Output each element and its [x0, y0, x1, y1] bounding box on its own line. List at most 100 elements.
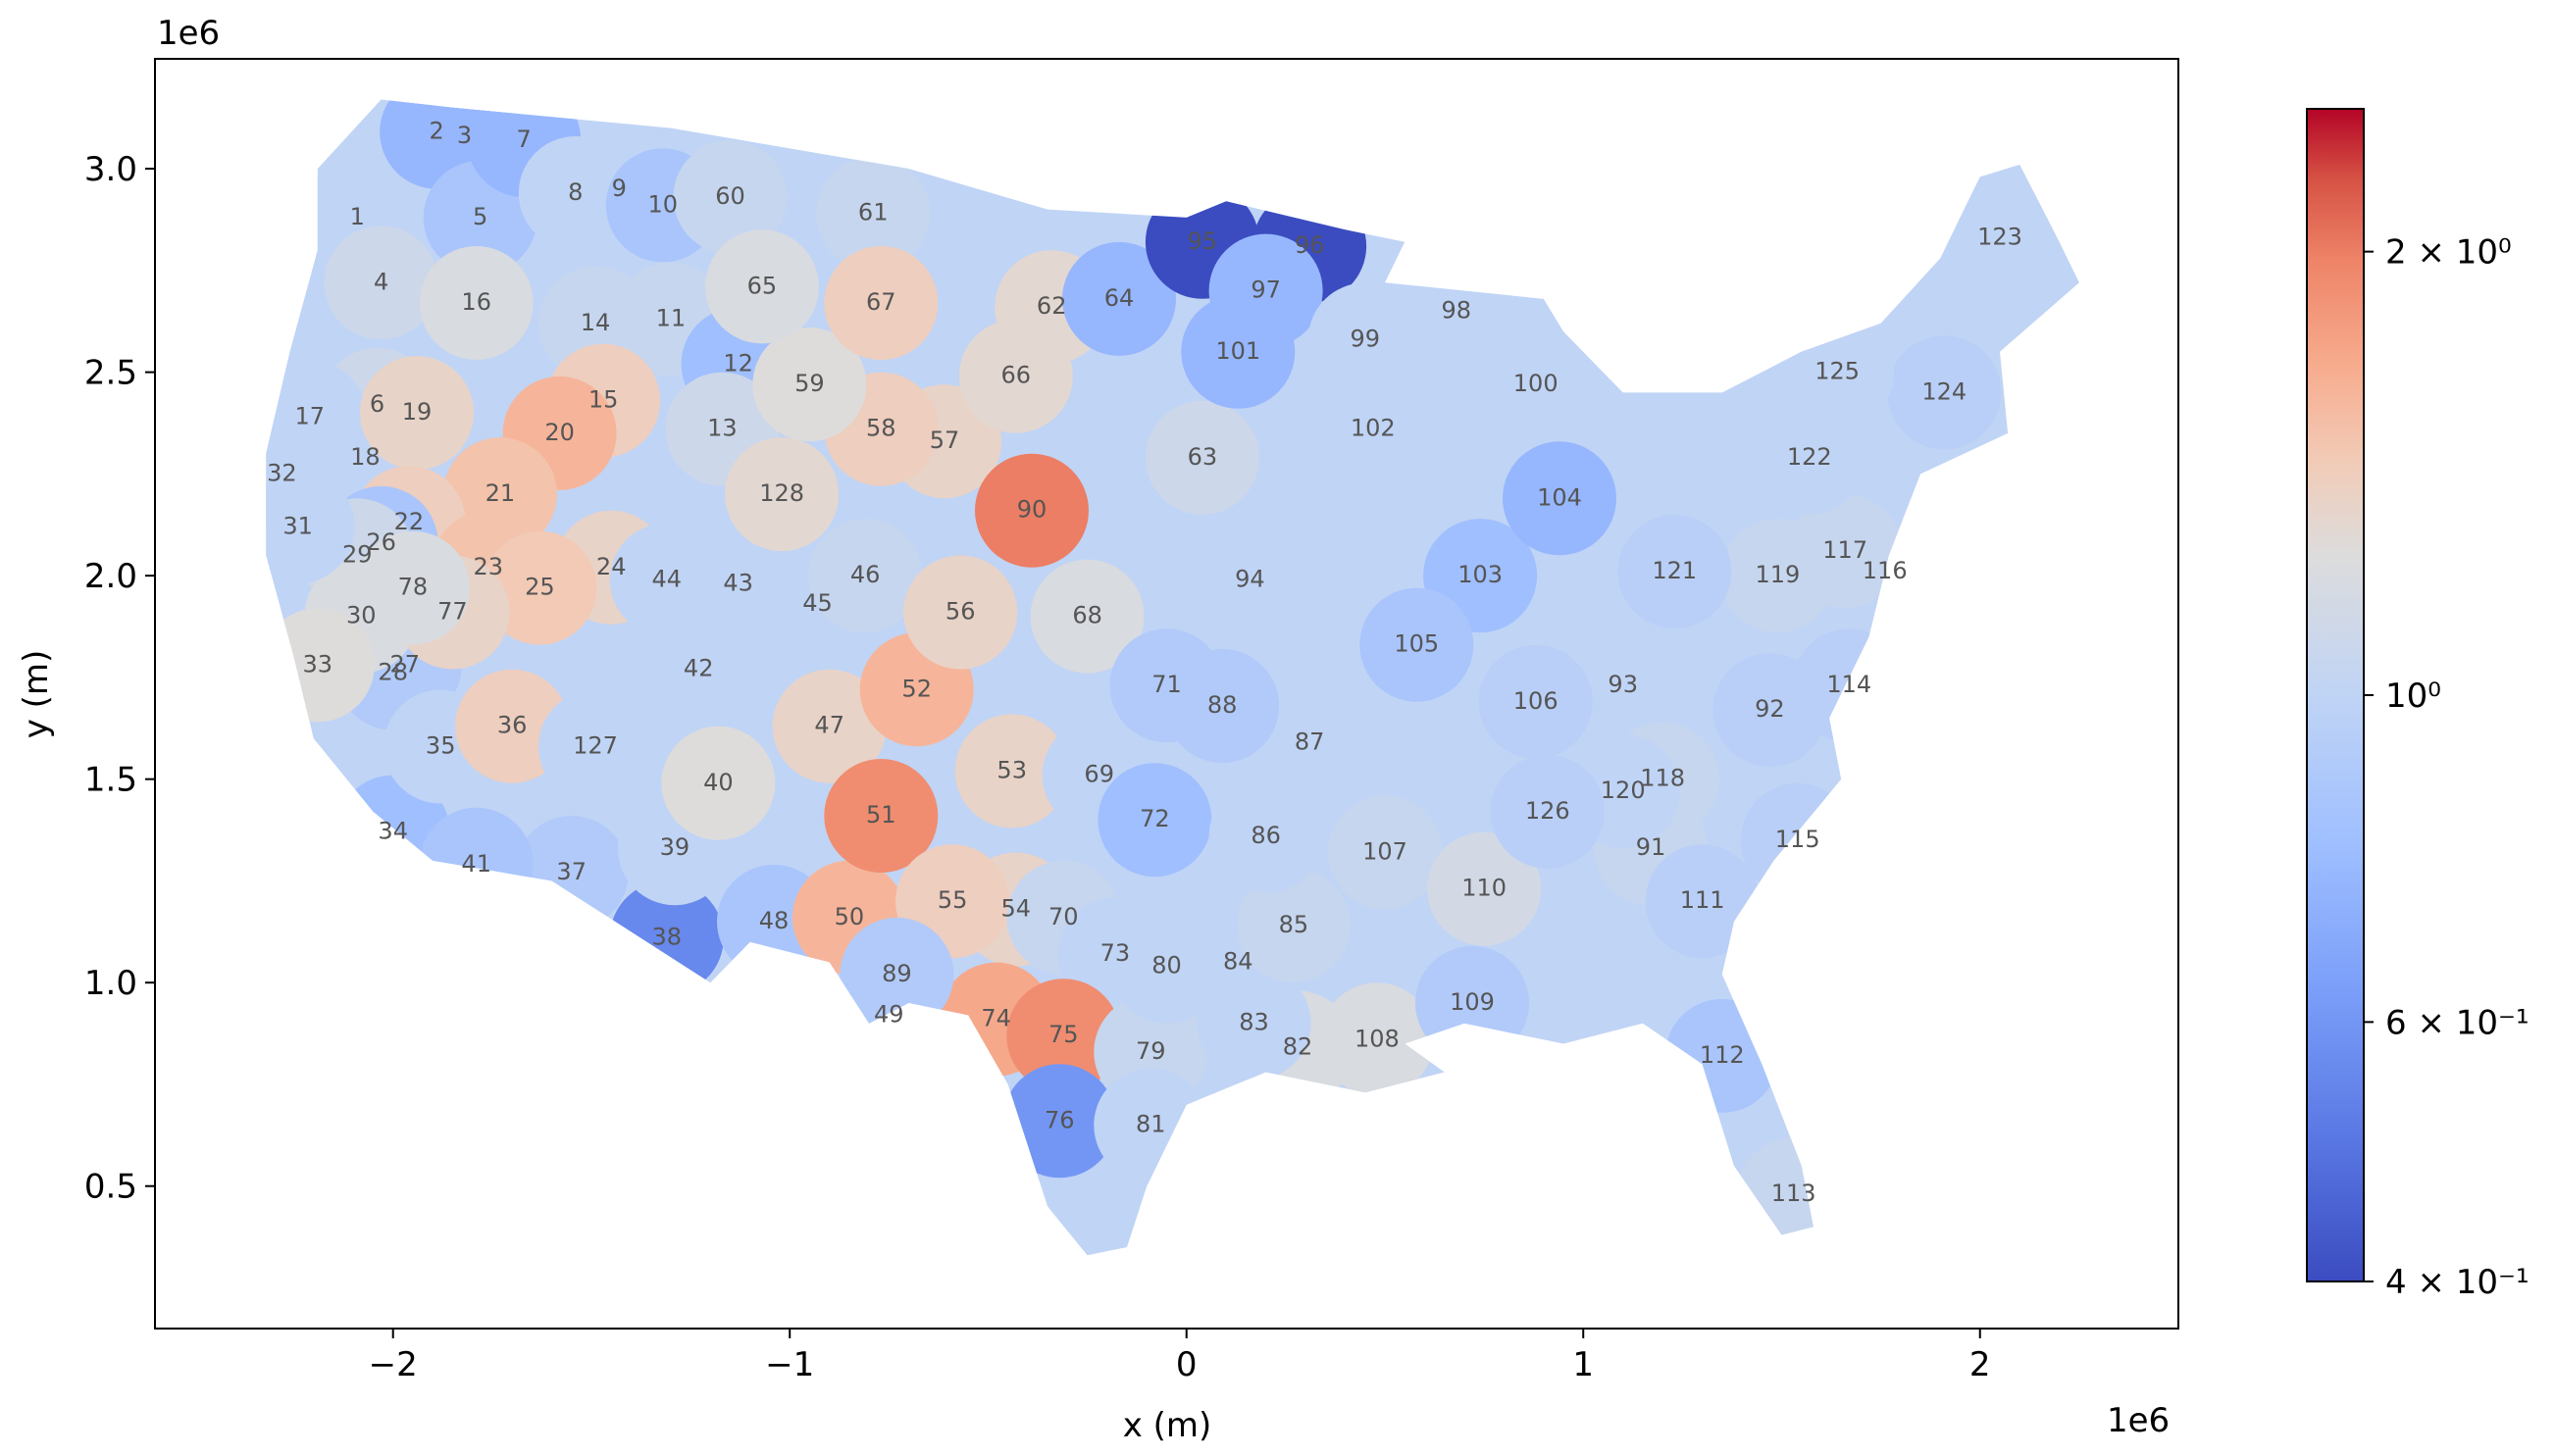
- region-128: [725, 437, 840, 552]
- colorbar: [2306, 108, 2365, 1282]
- region-label-118: 118: [1640, 765, 1685, 792]
- region-label-87: 87: [1295, 728, 1325, 755]
- region-78: [355, 530, 470, 645]
- y-tick-label: 0.5: [84, 1168, 137, 1207]
- colorbar-tick-label: 4 × 10⁻¹: [2385, 1263, 2529, 1302]
- y-tick-label: 1.0: [84, 964, 137, 1003]
- region-89: [840, 917, 954, 1031]
- region-label-9: 9: [612, 175, 627, 202]
- region-label-103: 103: [1457, 561, 1503, 588]
- region-121: [1617, 515, 1732, 628]
- region-label-71: 71: [1151, 671, 1182, 698]
- region-label-123: 123: [1977, 224, 2022, 251]
- region-119: [1720, 519, 1835, 633]
- region-label-34: 34: [378, 818, 408, 845]
- map-layer: [266, 99, 2079, 1256]
- region-90: [975, 453, 1089, 568]
- region-label-32: 32: [267, 459, 297, 486]
- region-47: [772, 669, 887, 783]
- region-label-4: 4: [374, 268, 388, 295]
- region-label-44: 44: [652, 565, 683, 592]
- region-label-93: 93: [1608, 671, 1638, 698]
- region-56: [903, 555, 1018, 670]
- x-tick-label: 2: [1969, 1345, 1991, 1384]
- region-label-64: 64: [1104, 284, 1135, 312]
- region-51: [824, 759, 939, 873]
- region-label-14: 14: [581, 309, 611, 336]
- colorbar-ticks: 2 × 10⁰ 10⁰ 6 × 10⁻¹ 4 × 10⁻¹: [2364, 233, 2529, 1302]
- region-label-78: 78: [398, 574, 429, 601]
- region-label-67: 67: [866, 288, 896, 316]
- region-label-26: 26: [366, 528, 396, 556]
- region-66: [958, 319, 1073, 433]
- x-tick-label: −2: [369, 1345, 418, 1384]
- region-126: [1490, 754, 1605, 869]
- region-32: [266, 417, 339, 531]
- region-label-81: 81: [1136, 1111, 1166, 1138]
- region-label-115: 115: [1775, 826, 1820, 853]
- region-label-50: 50: [835, 903, 865, 930]
- region-label-21: 21: [485, 479, 516, 507]
- region-label-40: 40: [703, 769, 734, 796]
- region-label-85: 85: [1279, 911, 1309, 938]
- region-label-62: 62: [1037, 292, 1067, 320]
- region-67: [824, 246, 939, 360]
- y-axis-label: y (m): [17, 650, 56, 739]
- region-label-114: 114: [1826, 671, 1871, 698]
- region-25: [483, 530, 597, 645]
- region-65: [704, 229, 819, 344]
- region-label-72: 72: [1140, 805, 1170, 832]
- region-label-68: 68: [1072, 602, 1102, 629]
- region-label-17: 17: [295, 402, 326, 429]
- region-label-19: 19: [402, 398, 433, 426]
- region-label-57: 57: [930, 427, 960, 454]
- region-label-10: 10: [648, 190, 679, 218]
- region-label-31: 31: [282, 512, 313, 539]
- region-label-56: 56: [945, 598, 976, 626]
- region-label-28: 28: [378, 659, 408, 686]
- region-label-61: 61: [858, 199, 889, 226]
- region-64: [1062, 241, 1176, 356]
- region-label-121: 121: [1652, 557, 1697, 584]
- region-label-76: 76: [1045, 1106, 1075, 1133]
- region-label-90: 90: [1017, 496, 1048, 524]
- region-label-125: 125: [1814, 358, 1860, 385]
- region-label-37: 37: [556, 858, 587, 885]
- region-label-38: 38: [652, 924, 683, 951]
- region-label-111: 111: [1680, 886, 1725, 914]
- region-label-20: 20: [544, 419, 575, 446]
- region-93: [1565, 628, 1680, 743]
- region-label-116: 116: [1863, 557, 1908, 584]
- region-label-74: 74: [981, 1005, 1011, 1032]
- region-110: [1427, 831, 1542, 946]
- region-label-25: 25: [525, 574, 555, 601]
- region-label-83: 83: [1239, 1009, 1269, 1036]
- region-label-96: 96: [1295, 231, 1325, 259]
- x-axis-label: x (m): [1123, 1406, 1212, 1445]
- region-19: [360, 356, 474, 471]
- x-tick-label: 0: [1176, 1345, 1198, 1384]
- region-label-24: 24: [596, 553, 627, 580]
- region-label-46: 46: [850, 561, 881, 588]
- region-68: [1030, 559, 1145, 674]
- region-label-101: 101: [1215, 337, 1260, 365]
- region-61: [816, 156, 931, 271]
- y-axis-ticks: 0.5 1.0 1.5 2.0 2.5 3.0: [84, 150, 155, 1207]
- region-107: [1328, 795, 1442, 910]
- region-label-128: 128: [759, 479, 804, 507]
- region-label-36: 36: [497, 712, 528, 739]
- region-4: [324, 226, 438, 340]
- region-100: [1478, 327, 1593, 442]
- x-tick-label: 1: [1572, 1345, 1594, 1384]
- region-105: [1359, 587, 1474, 702]
- region-label-60: 60: [715, 182, 745, 210]
- region-94: [1193, 523, 1307, 637]
- region-label-42: 42: [684, 655, 714, 682]
- region-label-112: 112: [1700, 1041, 1745, 1069]
- y-tick-label: 1.5: [84, 761, 137, 800]
- region-label-97: 97: [1251, 276, 1281, 304]
- region-label-52: 52: [901, 675, 932, 702]
- region-label-119: 119: [1755, 561, 1800, 588]
- region-label-13: 13: [707, 415, 738, 442]
- region-label-18: 18: [350, 443, 381, 471]
